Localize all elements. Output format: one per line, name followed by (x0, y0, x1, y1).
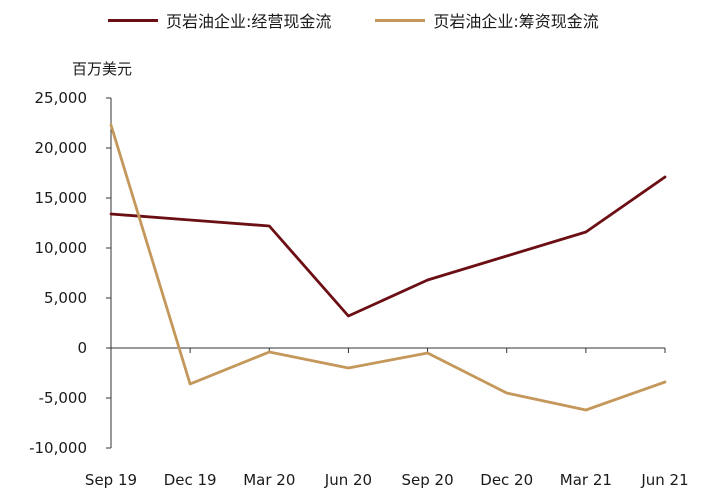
x-tick-label: Dec 20 (480, 471, 533, 489)
legend-label-financing: 页岩油企业:筹资现金流 (433, 12, 599, 31)
legend-label-operating: 页岩油企业:经营现金流 (166, 12, 332, 31)
legend-swatch-financing (375, 18, 426, 22)
x-tick-label: Sep 19 (85, 471, 137, 489)
series-line-operating-cashflow (109, 175, 667, 318)
y-tick-label: 0 (77, 339, 87, 357)
x-tick-label: Jun 21 (640, 471, 688, 489)
y-tick-label: 10,000 (35, 239, 88, 257)
x-tick-label: Sep 20 (402, 471, 454, 489)
y-tick-label: 20,000 (35, 139, 88, 157)
y-axis-unit-label: 百万美元 (72, 60, 133, 78)
x-tick-label: Mar 20 (243, 471, 295, 489)
legend-swatch-operating (108, 18, 158, 22)
legend-item-operating: 页岩油企业:经营现金流 (108, 8, 331, 32)
x-tick-label: Dec 19 (164, 471, 217, 489)
legend: 页岩油企业:经营现金流 页岩油企业:筹资现金流 (108, 8, 599, 32)
legend-item-financing: 页岩油企业:筹资现金流 (375, 8, 599, 32)
series-line-financing-cashflow (109, 123, 667, 412)
x-tick-label: Mar 21 (560, 471, 612, 489)
y-tick-label: -10,000 (29, 439, 87, 457)
y-tick-label: -5,000 (39, 389, 87, 407)
y-tick-label: 25,000 (35, 89, 88, 107)
x-tick-label: Jun 20 (324, 471, 372, 489)
y-tick-label: 15,000 (35, 189, 88, 207)
y-tick-label: 5,000 (44, 289, 87, 307)
